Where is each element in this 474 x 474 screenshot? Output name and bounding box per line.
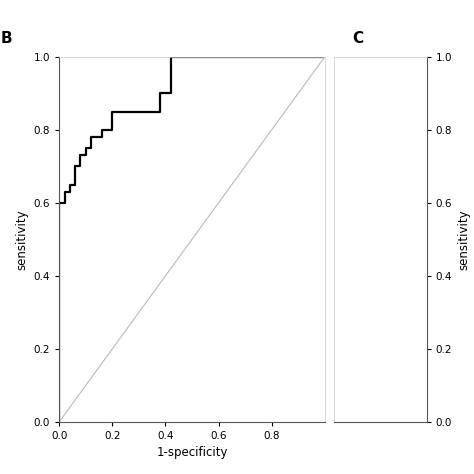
Text: C: C — [352, 31, 364, 46]
Y-axis label: sensitivity: sensitivity — [15, 209, 28, 270]
X-axis label: 1-specificity: 1-specificity — [156, 447, 228, 459]
Y-axis label: sensitivity: sensitivity — [458, 209, 471, 270]
Text: B: B — [1, 31, 12, 46]
